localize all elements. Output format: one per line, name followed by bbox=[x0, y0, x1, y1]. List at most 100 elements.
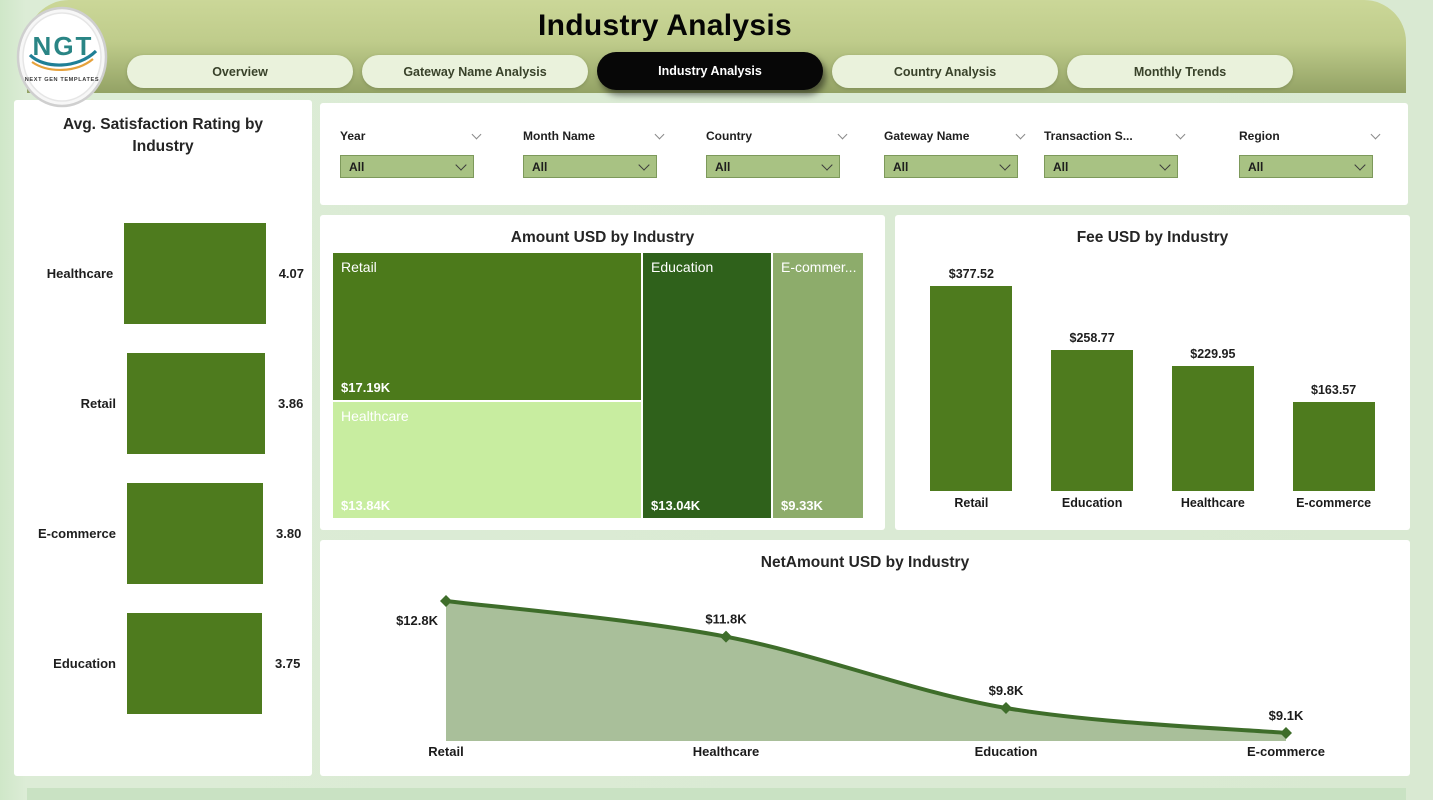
marker-education[interactable] bbox=[1000, 702, 1012, 715]
satisfaction-bars: Healthcare 4.07 Retail 3.86 E-commerce 3.80 Ed… bbox=[28, 208, 304, 728]
filter-month-name: Month Name All bbox=[523, 128, 665, 178]
marker-e-commerce[interactable] bbox=[1280, 727, 1292, 739]
fee-chart-category-labels: Retail Education Healthcare E-commerce bbox=[911, 496, 1394, 510]
area-fill bbox=[446, 601, 1286, 741]
tab-gateway-name-analysis[interactable]: Gateway Name Analysis bbox=[362, 55, 588, 88]
bar-education[interactable] bbox=[1051, 350, 1134, 491]
filter-header: Transaction S... bbox=[1044, 128, 1186, 144]
marker-healthcare[interactable] bbox=[720, 630, 732, 643]
tab-country-analysis[interactable]: Country Analysis bbox=[832, 55, 1058, 88]
value-label: $11.8K bbox=[705, 612, 747, 627]
treemap-label: Education bbox=[651, 259, 714, 275]
bar-healthcare[interactable] bbox=[124, 222, 266, 324]
fee-bar-group: $258.77 bbox=[1032, 263, 1153, 491]
bar-retail[interactable] bbox=[127, 352, 265, 454]
treemap-block-education[interactable]: Education $13.04K bbox=[643, 253, 771, 518]
filter-label: Gateway Name bbox=[884, 129, 970, 143]
marker-retail[interactable] bbox=[440, 595, 452, 607]
netamount-chart-card: $12.8K Retail $11.8K Healthcare $9.8K Educati… bbox=[320, 540, 1410, 776]
treemap-value-label: $9.33K bbox=[781, 498, 823, 513]
filter-transaction-s-dropdown[interactable]: All bbox=[1044, 155, 1178, 178]
value-label: 3.86 bbox=[278, 395, 304, 411]
tab-overview[interactable]: Overview bbox=[127, 55, 353, 88]
value-label: $229.95 bbox=[1190, 347, 1236, 361]
chevron-down-icon[interactable] bbox=[821, 158, 833, 171]
chevron-down-icon[interactable] bbox=[654, 129, 665, 139]
logo-swoosh-teal bbox=[28, 49, 98, 67]
filter-label: Region bbox=[1239, 129, 1280, 143]
fee-chart-title: Fee USD by Industry bbox=[1076, 229, 1229, 246]
filter-header: Country bbox=[706, 128, 848, 144]
bar-education[interactable] bbox=[127, 612, 262, 714]
filter-transaction-s: Transaction S... All bbox=[1044, 128, 1186, 178]
filter-header: Month Name bbox=[523, 128, 665, 144]
filter-label: Transaction S... bbox=[1044, 129, 1133, 143]
fee-bar-group: $377.52 bbox=[911, 263, 1032, 491]
filter-selected-value: All bbox=[1053, 159, 1069, 174]
category-label: E-commerce bbox=[1247, 744, 1325, 759]
satisfaction-bar-row: E-commerce 3.80 bbox=[28, 468, 304, 598]
logo-swoosh-orange bbox=[31, 58, 94, 71]
area-line bbox=[444, 599, 1288, 735]
filter-selected-value: All bbox=[532, 159, 548, 174]
amount-treemap-card: Amount USD by Industry Retail $17.19K Heal… bbox=[320, 215, 885, 530]
category-label: Retail bbox=[954, 496, 989, 510]
bar-retail[interactable] bbox=[930, 286, 1013, 491]
chevron-down-icon[interactable] bbox=[1159, 158, 1171, 171]
filter-country: Country All bbox=[706, 128, 848, 178]
treemap-value-label: $17.19K bbox=[341, 380, 391, 395]
filter-selected-value: All bbox=[1248, 159, 1264, 174]
page-title: Industry Analysis bbox=[537, 9, 793, 42]
treemap-block-healthcare[interactable]: Healthcare $13.84K bbox=[333, 402, 641, 518]
filter-header: Year bbox=[340, 128, 482, 144]
bar-e-commerce[interactable] bbox=[1292, 402, 1375, 491]
chevron-down-icon[interactable] bbox=[455, 158, 467, 171]
category-label: Retail bbox=[80, 395, 116, 411]
category-label: Healthcare bbox=[46, 265, 114, 281]
satisfaction-bar-row: Healthcare 4.07 bbox=[28, 208, 304, 338]
filter-gateway-name: Gateway Name All bbox=[884, 128, 1026, 178]
category-label: Retail bbox=[428, 744, 463, 759]
chevron-down-icon[interactable] bbox=[1370, 129, 1381, 139]
netamount-chart-title: NetAmount USD by Industry bbox=[760, 554, 970, 571]
value-label: $258.77 bbox=[1069, 331, 1115, 345]
value-label: $163.57 bbox=[1311, 383, 1357, 397]
tab-industry-analysis[interactable]: Industry Analysis bbox=[597, 52, 823, 90]
chevron-down-icon[interactable] bbox=[999, 158, 1011, 171]
treemap-block-e-commer[interactable]: E-commer... $9.33K bbox=[773, 253, 863, 518]
chevron-down-icon[interactable] bbox=[837, 129, 848, 139]
chevron-down-icon[interactable] bbox=[1175, 129, 1186, 139]
filter-year-dropdown[interactable]: All bbox=[340, 155, 474, 178]
filter-month-name-dropdown[interactable]: All bbox=[523, 155, 657, 178]
filter-gateway-name-dropdown[interactable]: All bbox=[884, 155, 1018, 178]
filter-header: Region bbox=[1239, 128, 1381, 144]
bar-e-commerce[interactable] bbox=[127, 482, 263, 584]
chevron-down-icon[interactable] bbox=[1015, 129, 1026, 139]
amount-treemap-title: Amount USD by Industry bbox=[510, 229, 695, 246]
value-label: $9.8K bbox=[989, 683, 1024, 698]
bar-healthcare[interactable] bbox=[1171, 366, 1254, 491]
tab-monthly-trends[interactable]: Monthly Trends bbox=[1067, 55, 1293, 88]
ngt-logo: NGT NEXT GEN TEMPLATES bbox=[16, 5, 108, 109]
chevron-down-icon[interactable] bbox=[638, 158, 650, 171]
filter-selected-value: All bbox=[893, 159, 909, 174]
category-label: Healthcare bbox=[1180, 496, 1245, 510]
value-label: 4.07 bbox=[278, 265, 304, 281]
filter-year: Year All bbox=[340, 128, 482, 178]
value-label: $12.8K bbox=[396, 613, 439, 628]
ngt-logo-image: NGT NEXT GEN TEMPLATES bbox=[16, 6, 108, 108]
value-label: $9.1K bbox=[1269, 708, 1304, 723]
filter-header: Gateway Name bbox=[884, 128, 1026, 144]
filter-label: Year bbox=[340, 129, 366, 143]
satisfaction-chart-card: Avg. Satisfaction Rating by Industry Hea… bbox=[14, 100, 312, 776]
filter-region-dropdown[interactable]: All bbox=[1239, 155, 1373, 178]
netamount-area-chart: $12.8K Retail $11.8K Healthcare $9.8K Educati… bbox=[396, 595, 1325, 759]
chevron-down-icon[interactable] bbox=[1354, 158, 1366, 171]
treemap-value-label: $13.04K bbox=[651, 498, 701, 513]
chevron-down-icon[interactable] bbox=[471, 129, 482, 139]
treemap-block-retail[interactable]: Retail $17.19K bbox=[333, 253, 641, 400]
category-label: Education bbox=[53, 655, 116, 671]
value-label: $377.52 bbox=[948, 267, 994, 281]
filter-country-dropdown[interactable]: All bbox=[706, 155, 840, 178]
